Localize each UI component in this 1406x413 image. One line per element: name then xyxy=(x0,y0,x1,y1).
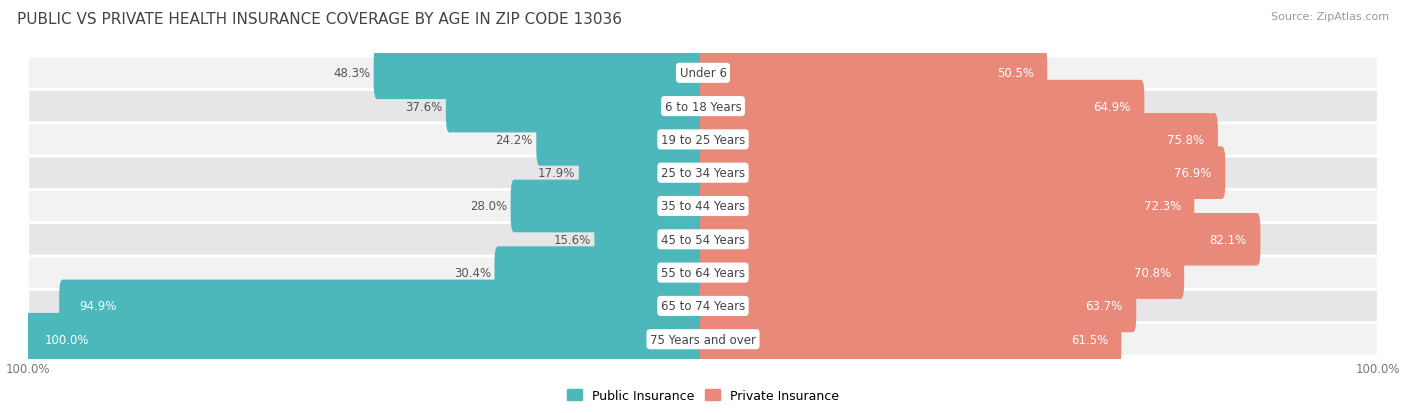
FancyBboxPatch shape xyxy=(700,114,1218,166)
FancyBboxPatch shape xyxy=(28,157,1378,190)
Text: 61.5%: 61.5% xyxy=(1071,333,1108,346)
FancyBboxPatch shape xyxy=(700,214,1260,266)
FancyBboxPatch shape xyxy=(28,124,1378,157)
FancyBboxPatch shape xyxy=(28,223,1378,256)
Text: 100.0%: 100.0% xyxy=(45,333,90,346)
Text: 48.3%: 48.3% xyxy=(333,67,370,80)
Text: 76.9%: 76.9% xyxy=(1174,167,1212,180)
Text: 94.9%: 94.9% xyxy=(79,300,117,313)
FancyBboxPatch shape xyxy=(700,247,1184,299)
FancyBboxPatch shape xyxy=(28,57,1378,90)
Text: 72.3%: 72.3% xyxy=(1143,200,1181,213)
Text: Source: ZipAtlas.com: Source: ZipAtlas.com xyxy=(1271,12,1389,22)
Text: 25 to 34 Years: 25 to 34 Years xyxy=(661,167,745,180)
Text: 64.9%: 64.9% xyxy=(1094,100,1130,113)
Text: 45 to 54 Years: 45 to 54 Years xyxy=(661,233,745,246)
Text: PUBLIC VS PRIVATE HEALTH INSURANCE COVERAGE BY AGE IN ZIP CODE 13036: PUBLIC VS PRIVATE HEALTH INSURANCE COVER… xyxy=(17,12,621,27)
Text: 65 to 74 Years: 65 to 74 Years xyxy=(661,300,745,313)
FancyBboxPatch shape xyxy=(374,47,706,100)
FancyBboxPatch shape xyxy=(700,47,1047,100)
FancyBboxPatch shape xyxy=(700,147,1226,199)
Text: 17.9%: 17.9% xyxy=(538,167,575,180)
Text: 28.0%: 28.0% xyxy=(470,200,508,213)
Text: 50.5%: 50.5% xyxy=(997,67,1033,80)
FancyBboxPatch shape xyxy=(28,323,1378,356)
FancyBboxPatch shape xyxy=(446,81,706,133)
FancyBboxPatch shape xyxy=(510,180,706,233)
FancyBboxPatch shape xyxy=(25,313,706,366)
Legend: Public Insurance, Private Insurance: Public Insurance, Private Insurance xyxy=(567,389,839,402)
FancyBboxPatch shape xyxy=(700,180,1194,233)
FancyBboxPatch shape xyxy=(495,247,706,299)
FancyBboxPatch shape xyxy=(28,190,1378,223)
FancyBboxPatch shape xyxy=(579,147,706,199)
Text: 24.2%: 24.2% xyxy=(495,133,533,147)
FancyBboxPatch shape xyxy=(700,81,1144,133)
Text: 82.1%: 82.1% xyxy=(1209,233,1247,246)
FancyBboxPatch shape xyxy=(28,90,1378,123)
Text: 35 to 44 Years: 35 to 44 Years xyxy=(661,200,745,213)
Text: 15.6%: 15.6% xyxy=(554,233,591,246)
FancyBboxPatch shape xyxy=(28,290,1378,323)
Text: 6 to 18 Years: 6 to 18 Years xyxy=(665,100,741,113)
FancyBboxPatch shape xyxy=(536,114,706,166)
FancyBboxPatch shape xyxy=(59,280,706,332)
Text: 63.7%: 63.7% xyxy=(1085,300,1123,313)
FancyBboxPatch shape xyxy=(28,256,1378,289)
FancyBboxPatch shape xyxy=(700,313,1122,366)
Text: 30.4%: 30.4% xyxy=(454,266,491,280)
Text: 75 Years and over: 75 Years and over xyxy=(650,333,756,346)
Text: Under 6: Under 6 xyxy=(679,67,727,80)
Text: 70.8%: 70.8% xyxy=(1133,266,1171,280)
Text: 19 to 25 Years: 19 to 25 Years xyxy=(661,133,745,147)
FancyBboxPatch shape xyxy=(700,280,1136,332)
Text: 37.6%: 37.6% xyxy=(405,100,443,113)
Text: 75.8%: 75.8% xyxy=(1167,133,1205,147)
Text: 55 to 64 Years: 55 to 64 Years xyxy=(661,266,745,280)
FancyBboxPatch shape xyxy=(595,214,706,266)
